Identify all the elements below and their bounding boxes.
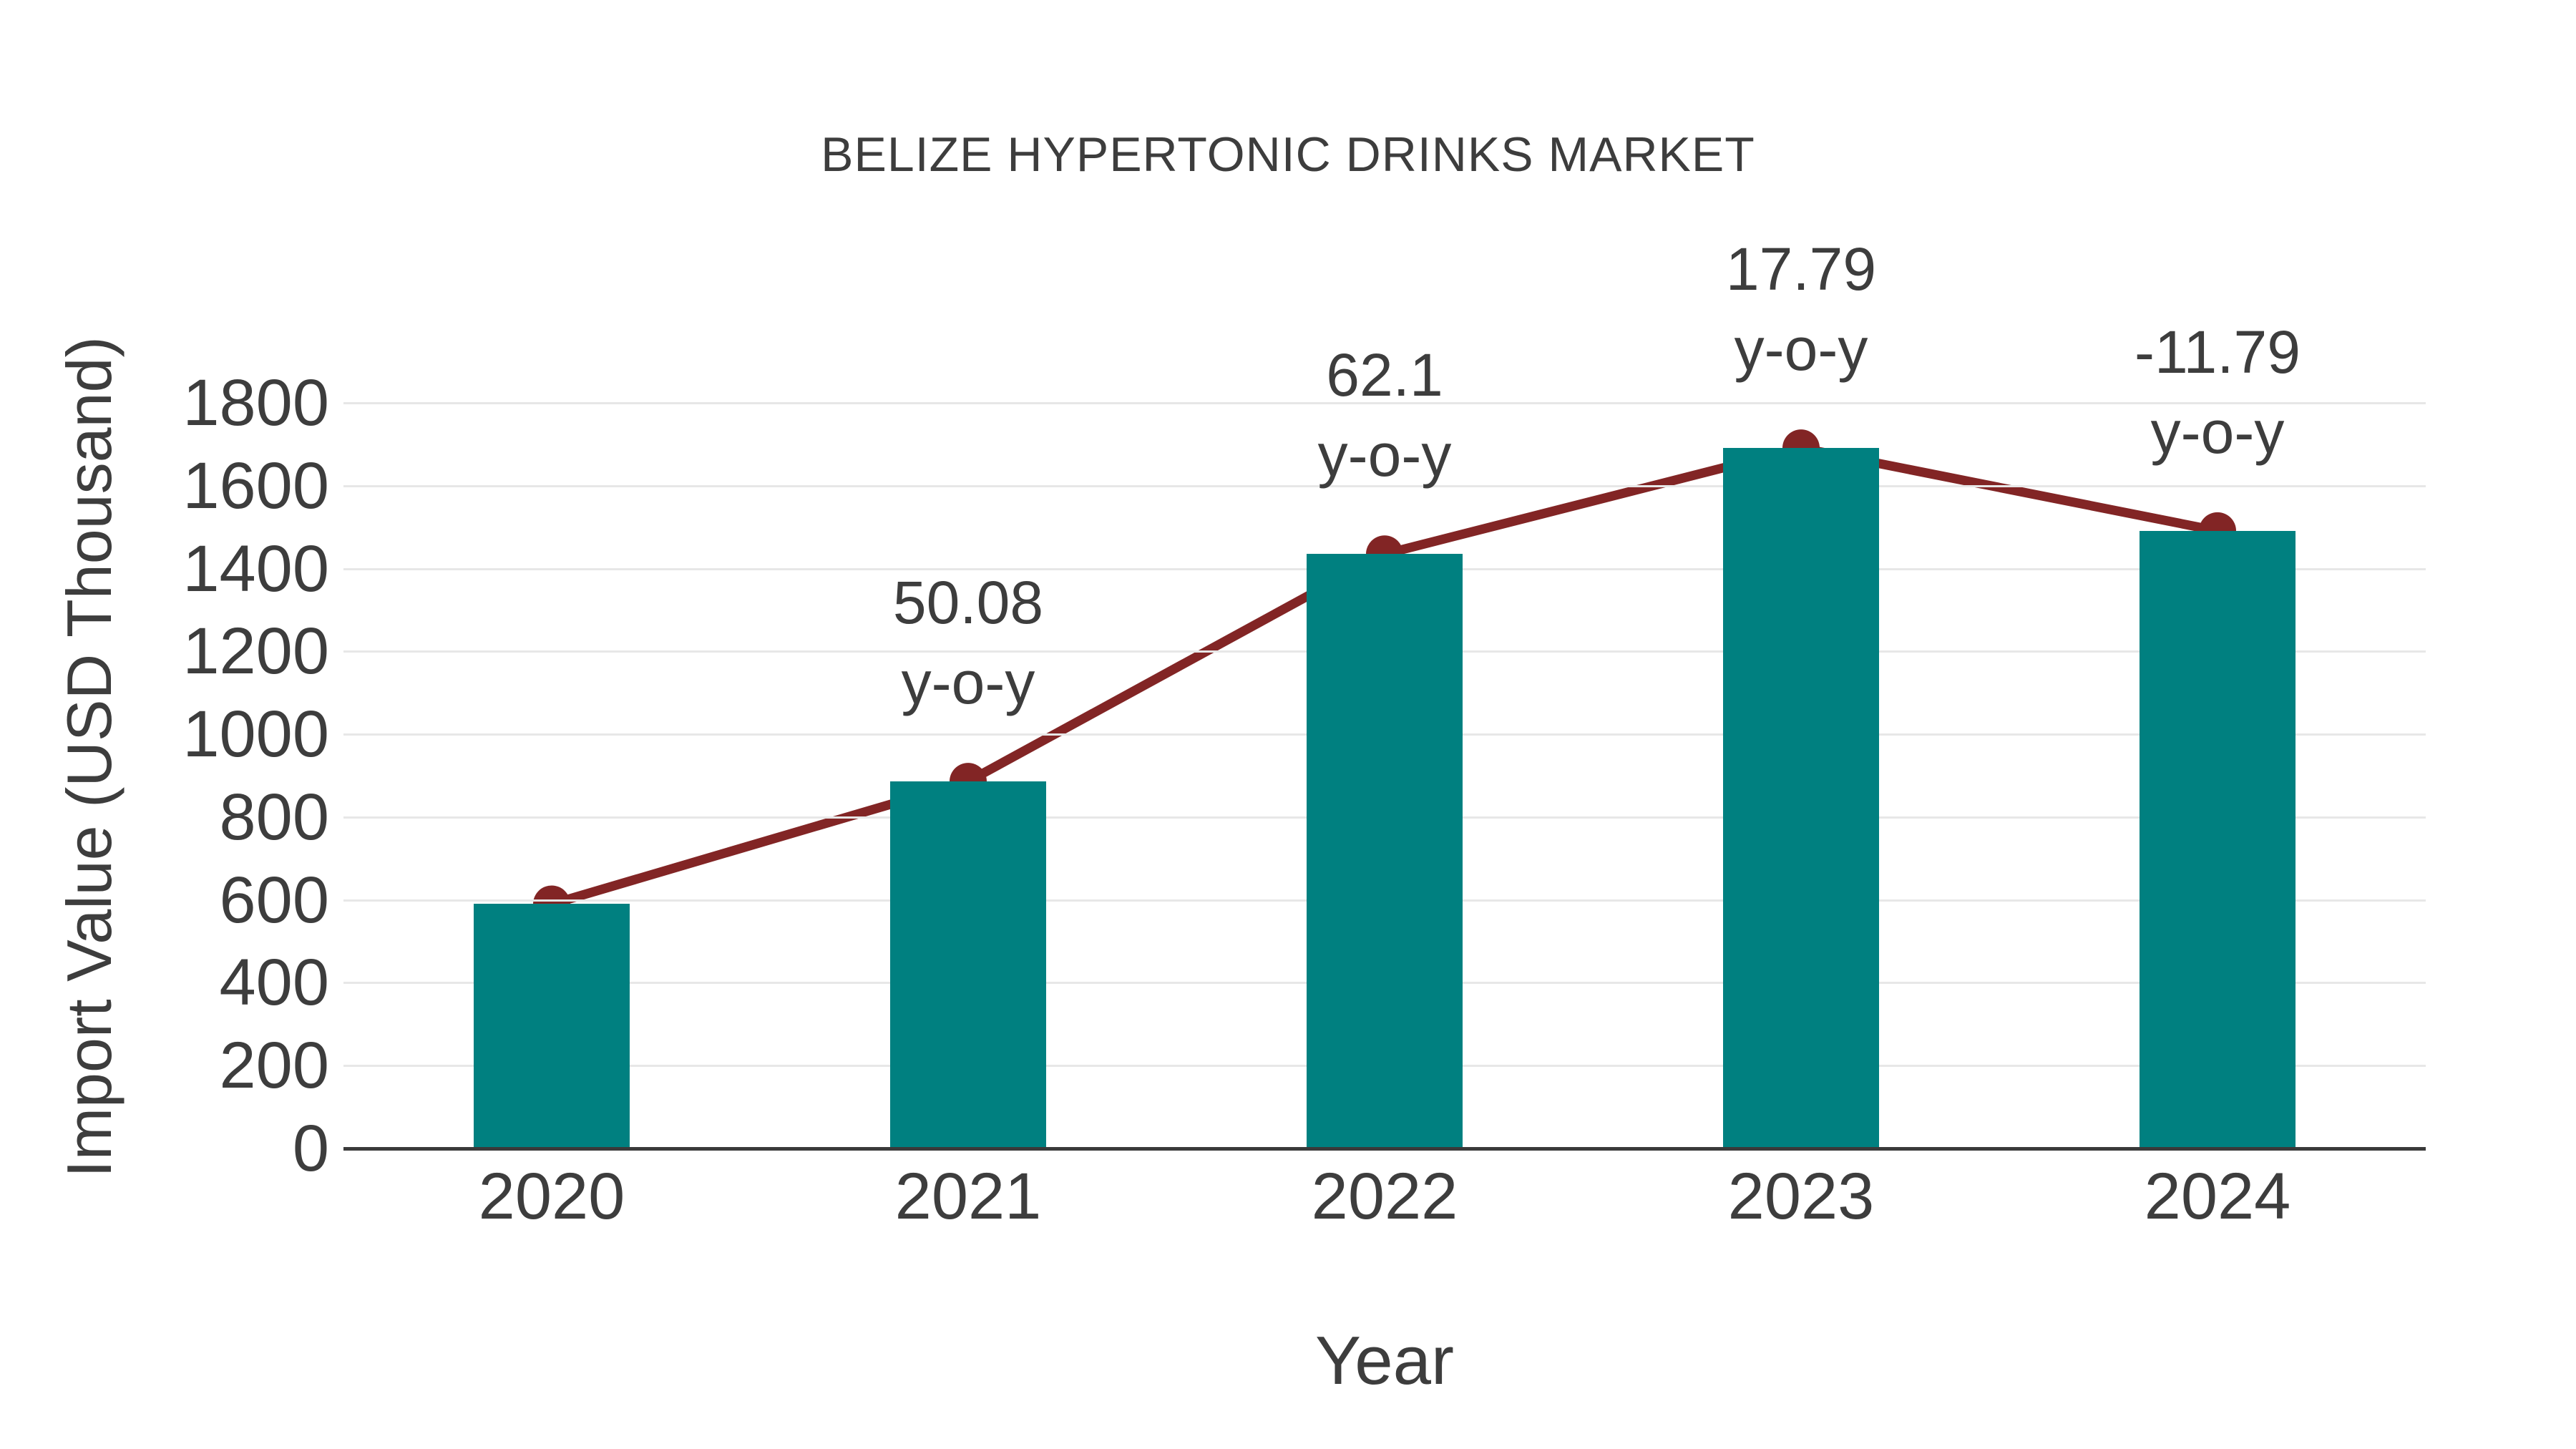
y-tick-label-1400: 1400 xyxy=(182,532,329,605)
yoy-suffix: y-o-y xyxy=(2150,398,2285,466)
y-tick-label-1000: 1000 xyxy=(182,698,329,771)
x-axis-line xyxy=(343,1147,2426,1151)
yoy-value: 62.1 xyxy=(1326,341,1443,409)
bar-2024 xyxy=(2140,530,2296,1147)
bar-2020 xyxy=(474,904,630,1147)
yoy-label-2023: 17.79 y-o-y xyxy=(1586,229,2016,389)
y-tick-label-1800: 1800 xyxy=(182,366,329,439)
bar-2021 xyxy=(890,781,1046,1147)
yoy-value: 50.08 xyxy=(892,569,1044,637)
x-tick-label-2021: 2021 xyxy=(894,1160,1042,1233)
yoy-suffix: y-o-y xyxy=(1317,421,1452,489)
yoy-label-2022: 62.1 y-o-y xyxy=(1170,335,1599,495)
y-tick-label-400: 400 xyxy=(219,946,330,1020)
chart-title: BELIZE HYPERTONIC DRINKS MARKET xyxy=(821,127,1755,182)
bar-2023 xyxy=(1723,448,1879,1147)
y-tick-label-800: 800 xyxy=(219,780,330,854)
x-tick-label-2020: 2020 xyxy=(478,1160,625,1233)
x-axis-title: Year xyxy=(1315,1322,1454,1399)
yoy-label-2021: 50.08 y-o-y xyxy=(753,562,1183,723)
y-tick-label-0: 0 xyxy=(292,1112,329,1185)
y-tick-label-1200: 1200 xyxy=(182,615,329,688)
x-tick-label-2022: 2022 xyxy=(1311,1160,1458,1233)
y-tick-label-200: 200 xyxy=(219,1029,330,1103)
x-tick-label-2024: 2024 xyxy=(2144,1160,2291,1233)
yoy-value: 17.79 xyxy=(1725,235,1877,303)
gridline-1800 xyxy=(343,402,2426,404)
yoy-suffix: y-o-y xyxy=(1734,316,1868,384)
y-tick-label-1600: 1600 xyxy=(182,449,329,522)
x-tick-label-2023: 2023 xyxy=(1727,1160,1875,1233)
yoy-label-2024: -11.79 y-o-y xyxy=(2003,312,2432,472)
yoy-value: -11.79 xyxy=(2135,318,2301,386)
bar-2022 xyxy=(1307,554,1463,1147)
yoy-suffix: y-o-y xyxy=(901,649,1035,717)
gridline-1600 xyxy=(343,484,2426,487)
y-tick-label-600: 600 xyxy=(219,863,330,937)
